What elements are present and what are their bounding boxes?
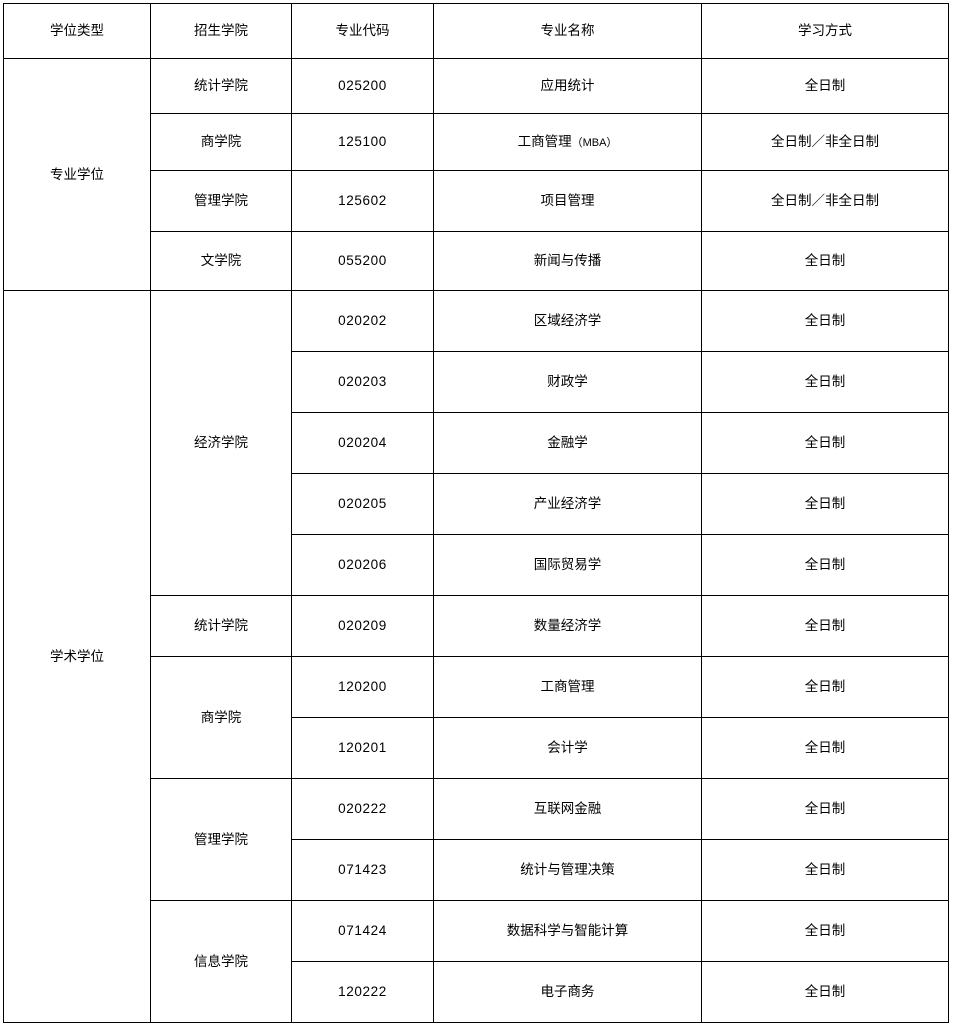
major-code-cell: 020206 (291, 534, 434, 596)
college-cell: 信息学院 (150, 900, 292, 1023)
major-code-cell: 020209 (291, 595, 434, 657)
major-code-cell: 125602 (291, 170, 434, 232)
table-row: 020205 产业经济学 全日制 (4, 473, 949, 535)
major-code-cell: 120222 (291, 961, 434, 1023)
degree-type-cell: 专业学位 (3, 58, 151, 291)
study-mode-cell: 全日制 (701, 656, 949, 718)
study-mode-cell: 全日制 (701, 473, 949, 535)
college-cell: 商学院 (150, 113, 292, 171)
major-code-cell: 020222 (291, 778, 434, 840)
major-name-main: 工商管理 (517, 134, 572, 150)
major-name-cell: 统计与管理决策 (433, 839, 702, 901)
major-code-cell: 020205 (291, 473, 434, 535)
major-name-cell: 金融学 (433, 412, 702, 474)
table-row: 信息学院 071424 数据科学与智能计算 全日制 (4, 900, 949, 1023)
study-mode-cell: 全日制 (701, 717, 949, 779)
major-name-cell: 区域经济学 (433, 290, 702, 352)
college-cell: 经济学院 (150, 290, 292, 596)
table-row: 专业学位 统计学院 025200 应用统计 全日制 (3, 58, 949, 291)
major-code-cell: 020202 (291, 290, 434, 352)
study-mode-cell: 全日制 (701, 290, 949, 352)
column-header-study-mode: 学习方式 (701, 3, 949, 59)
table-row: 120201 会计学 全日制 (4, 717, 949, 779)
table-row: 统计学院 020209 数量经济学 全日制 (4, 595, 949, 657)
column-header-college: 招生学院 (150, 3, 292, 59)
major-code-cell: 071424 (291, 900, 434, 962)
major-name-cell: 数据科学与智能计算 (433, 900, 702, 962)
table-header: 学位类型 招生学院 专业代码 专业名称 学习方式 (3, 3, 949, 59)
study-mode-cell: 全日制 (701, 778, 949, 840)
column-header-degree-type: 学位类型 (3, 3, 151, 59)
major-name-cell: 项目管理 (433, 170, 702, 232)
column-header-major-code: 专业代码 (291, 3, 434, 59)
study-mode-cell: 全日制 (701, 412, 949, 474)
major-name-paren: （MBA） (571, 137, 618, 150)
study-mode-cell: 全日制 (701, 595, 949, 657)
major-name-cell: 会计学 (433, 717, 702, 779)
column-header-major-name: 专业名称 (433, 3, 702, 59)
major-name-cell: 产业经济学 (433, 473, 702, 535)
table-row: 商学院 125100 工商管理（MBA） 全日制／非全日制 (4, 113, 949, 171)
table-row: 020206 国际贸易学 全日制 (4, 534, 949, 596)
major-code-cell: 020204 (291, 412, 434, 474)
table-row: 020204 金融学 全日制 (4, 412, 949, 474)
study-mode-cell: 全日制 (701, 534, 949, 596)
college-cell: 文学院 (150, 231, 292, 291)
major-name-cell: 财政学 (433, 351, 702, 413)
major-code-cell: 120201 (291, 717, 434, 779)
major-name-cell: 工商管理（MBA） (433, 113, 702, 171)
study-mode-cell: 全日制 (701, 231, 949, 291)
major-name-cell: 电子商务 (433, 961, 702, 1023)
table-row: 文学院 055200 新闻与传播 全日制 (4, 231, 949, 291)
table-row: 120222 电子商务 全日制 (4, 961, 949, 1023)
table-row: 商学院 120200 工商管理 全日制 (4, 656, 949, 779)
study-mode-cell: 全日制 (701, 351, 949, 413)
major-code-cell: 125100 (291, 113, 434, 171)
table-row: 管理学院 125602 项目管理 全日制／非全日制 (4, 170, 949, 232)
table-row: 学术学位 经济学院 020202 区域经济学 全日制 (3, 290, 949, 1023)
major-name-cell: 数量经济学 (433, 595, 702, 657)
study-mode-cell: 全日制 (701, 58, 949, 114)
study-mode-cell: 全日制／非全日制 (701, 113, 949, 171)
study-mode-cell: 全日制／非全日制 (701, 170, 949, 232)
study-mode-cell: 全日制 (701, 961, 949, 1023)
major-code-cell: 071423 (291, 839, 434, 901)
major-code-cell: 055200 (291, 231, 434, 291)
table-row: 071423 统计与管理决策 全日制 (4, 839, 949, 901)
major-name-cell: 国际贸易学 (433, 534, 702, 596)
college-cell: 商学院 (150, 656, 292, 779)
table-header-row: 学位类型 招生学院 专业代码 专业名称 学习方式 (3, 3, 949, 59)
college-cell: 统计学院 (150, 595, 292, 657)
college-cell: 统计学院 (150, 58, 292, 114)
major-code-cell: 025200 (291, 58, 434, 114)
college-cell: 管理学院 (150, 778, 292, 901)
table-body: 专业学位 统计学院 025200 应用统计 全日制 商学院 125100 工商管… (3, 58, 949, 1023)
major-code-cell: 020203 (291, 351, 434, 413)
major-code-cell: 120200 (291, 656, 434, 718)
major-name-cell: 应用统计 (433, 58, 702, 114)
major-name-cell: 新闻与传播 (433, 231, 702, 291)
major-name-cell: 互联网金融 (433, 778, 702, 840)
degree-type-cell: 学术学位 (3, 290, 151, 1023)
study-mode-cell: 全日制 (701, 839, 949, 901)
major-catalog-table: 学位类型 招生学院 专业代码 专业名称 学习方式 专业学位 统计学院 02520… (3, 3, 949, 1023)
study-mode-cell: 全日制 (701, 900, 949, 962)
college-cell: 管理学院 (150, 170, 292, 232)
major-name-cell: 工商管理 (433, 656, 702, 718)
